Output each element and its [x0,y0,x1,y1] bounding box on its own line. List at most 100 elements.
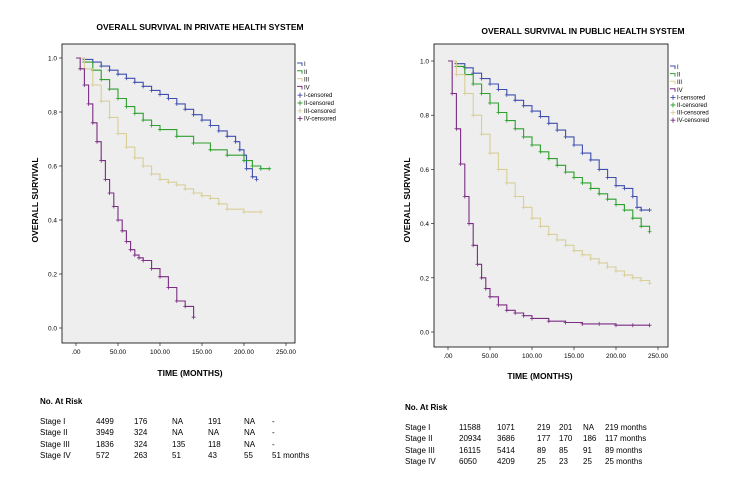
public-censor-mark-stage-I [555,128,560,133]
public-censor-mark-stage-I [496,87,501,92]
private-censor-mark-stage-IV [141,258,146,263]
risk-row: Stage IV 6050 4209 25 23 25 25 months [405,456,665,468]
public-legend-label: IV-censored [677,118,709,124]
public-censor-mark-stage-I [513,98,518,103]
public-censor-mark-stage-I [605,175,610,180]
public-censor-mark-stage-III [538,224,543,229]
public-censor-mark-stage-IV [546,319,551,324]
private-censor-mark-stage-I [237,147,242,152]
private-censor-mark-stage-III [191,191,196,195]
public-legend-label: I [677,65,679,71]
public-censor-mark-stage-I [546,121,551,126]
private-legend-label: I-censored [304,93,332,99]
private-censor-mark-stage-IV [124,239,129,244]
public-censor-mark-stage-I [630,194,635,199]
public-censor-mark-stage-II [563,170,568,175]
public-censor-mark-stage-III [605,264,610,269]
public-censor-mark-stage-I [572,143,576,148]
private-y-tick-label: 0.4 [48,218,57,225]
risk-cell: NA [172,416,184,426]
private-censor-mark-stage-II [158,127,162,132]
private-x-axis-label: TIME (MONTHS) [157,368,222,378]
private-censor-mark-stage-IV [149,266,154,271]
public-censor-mark-stage-IV [475,262,480,267]
private-censor-mark-stage-I [132,80,137,85]
private-censor-mark-stage-III [99,99,104,104]
private-censor-mark-stage-I [250,174,255,179]
public-censor-mark-stage-II [546,156,551,161]
public-censor-mark-stage-IV [471,243,476,248]
public-censor-mark-stage-II [588,186,593,191]
private-censor-mark-stage-I [116,72,120,77]
public-censor-mark-stage-II [639,224,644,229]
risk-cell: NA [244,416,256,426]
risk-cell: 11588 [459,422,481,432]
risk-cell: 324 [134,439,148,449]
risk-cell: 191 [208,416,222,426]
public-censor-mark-stage-III [588,256,593,261]
risk-cell: 263 [134,451,148,460]
private-legend-swatch [297,116,303,122]
risk-cell: 572 [96,451,110,460]
private-censor-mark-stage-III [116,131,120,136]
risk-row-label: Stage I [405,422,431,432]
risk-cell: 176 [134,416,148,426]
public-y-tick-label: 0.6 [420,167,429,174]
private-censor-mark-stage-IV [191,315,196,320]
public-censor-mark-stage-III [496,167,501,172]
private-censor-mark-stage-III [174,182,179,187]
private-censor-mark-stage-I [254,177,259,182]
public-legend-label: III-censored [677,111,709,117]
private-censor-mark-stage-I [200,118,204,123]
private-censor-mark-stage-IV [166,285,171,290]
private-censor-mark-stage-I [149,88,154,93]
private-legend-swatch [297,108,303,114]
private-censor-mark-stage-IV [78,66,83,71]
private-censor-mark-stage-II [258,166,263,171]
public-y-tick-label: 0.4 [420,221,429,228]
risk-cell: 5414 [497,445,515,455]
private-censor-mark-stage-IV [82,83,87,87]
public-censor-mark-stage-II [496,110,501,115]
private-risk-header: No. At Risk [40,397,83,406]
private-censor-mark-stage-IV [107,191,112,195]
public-censor-mark-stage-III [597,260,602,265]
public-censor-mark-stage-II [488,101,492,106]
risk-cell: - [272,416,275,426]
private-x-tick-label: 200.00 [234,349,254,356]
public-censor-mark-stage-IV [597,321,602,326]
public-censor-mark-stage-IV [563,320,568,325]
public-series-line-stage-IV [448,60,650,326]
private-x-tick-label: 250.00 [276,349,296,356]
public-risk-rows: Stage I 11588 1071 219 201 NA 219 months Stage … [405,422,665,468]
public-censor-mark-stage-I [635,205,639,210]
private-legend-swatch [297,70,303,74]
public-censor-mark-stage-IV [504,308,509,313]
private-plot-area [61,43,296,344]
public-legend-label: IV [677,88,683,94]
risk-cell: - [272,428,275,437]
risk-cell: 4499 [96,416,114,426]
public-censor-mark-stage-I [504,92,509,97]
risk-row-label: Stage IV [40,451,71,460]
risk-cell: NA [583,422,595,432]
private-censor-mark-stage-II [107,87,112,92]
risk-cell: 1836 [96,439,114,449]
public-censor-mark-stage-II [513,126,518,131]
private-censor-mark-stage-II [124,104,129,109]
risk-cell: 135 [172,439,186,449]
public-censor-mark-stage-II [538,149,543,154]
public-censor-mark-stage-III [630,275,635,280]
private-censor-mark-stage-I [191,112,196,117]
private-censor-mark-stage-III [200,193,204,198]
public-censor-mark-stage-II [471,82,476,87]
risk-cell: 3686 [497,434,515,443]
private-legend-swatch [297,92,303,98]
private-censor-mark-stage-II [250,164,255,168]
risk-cell: NA [208,428,220,437]
private-legend-swatch [297,85,303,90]
public-censor-mark-stage-IV [483,286,488,291]
public-censor-mark-stage-IV [479,275,484,280]
risk-cell: 55 [244,451,253,460]
